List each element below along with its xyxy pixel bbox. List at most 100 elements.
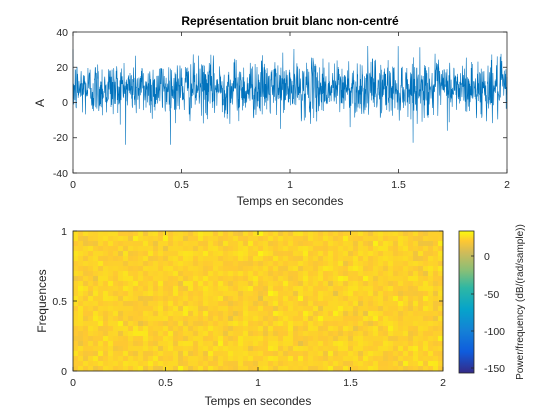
heatmap-cell <box>78 356 84 362</box>
heatmap-cell <box>408 316 414 322</box>
heatmap-cell <box>298 366 304 372</box>
heatmap-cell <box>78 296 84 302</box>
heatmap-cell <box>98 241 104 247</box>
heatmap-cell <box>223 281 229 287</box>
heatmap-cell <box>278 296 284 302</box>
heatmap-cell <box>418 301 424 307</box>
heatmap-cell <box>178 231 184 237</box>
heatmap-cell <box>153 296 159 302</box>
heatmap-cell <box>298 236 304 242</box>
colorbar-label: Power/frequency (dB/(rad/sample)) <box>515 224 526 380</box>
heatmap-cell <box>403 256 409 262</box>
heatmap-cell <box>348 251 354 257</box>
heatmap-cell <box>313 271 319 277</box>
heatmap-cell <box>83 276 89 282</box>
heatmap-cell <box>73 311 79 317</box>
heatmap-cell <box>128 351 134 357</box>
heatmap-cell <box>128 341 134 347</box>
heatmap-cell <box>398 356 404 362</box>
heatmap-cell <box>353 356 359 362</box>
heatmap-cell <box>148 346 154 352</box>
heatmap-cell <box>178 336 184 342</box>
heatmap-cell <box>323 256 329 262</box>
heatmap-cell <box>303 341 309 347</box>
heatmap-cell <box>358 351 364 357</box>
heatmap-cell <box>408 366 414 372</box>
heatmap-cell <box>323 271 329 277</box>
heatmap-cell <box>403 251 409 257</box>
heatmap-cell <box>278 256 284 262</box>
colorbar-tick-label: -100 <box>484 326 505 338</box>
heatmap-cell <box>98 301 104 307</box>
signal-x-axis-label: Temps en secondes <box>237 194 344 208</box>
heatmap-cell <box>343 251 349 257</box>
heatmap-cell <box>378 301 384 307</box>
heatmap-cell <box>313 311 319 317</box>
heatmap-cell <box>233 351 239 357</box>
heatmap-cell <box>73 241 79 247</box>
heatmap-cell <box>353 351 359 357</box>
heatmap-cell <box>278 291 284 297</box>
heatmap-cell <box>253 251 259 257</box>
signal-plot-area <box>73 32 507 173</box>
heatmap-cell <box>108 271 114 277</box>
heatmap-cell <box>353 241 359 247</box>
heatmap-cell <box>208 361 214 367</box>
heatmap-cell <box>163 256 169 262</box>
heatmap-cell <box>183 311 189 317</box>
heatmap-cell <box>173 356 179 362</box>
heatmap-cell <box>253 291 259 297</box>
heatmap-cell <box>123 316 129 322</box>
heatmap-cell <box>438 296 444 302</box>
y-tick-label: 0 <box>61 366 67 378</box>
heatmap-cell <box>213 266 219 272</box>
heatmap-cell <box>248 251 254 257</box>
heatmap-cell <box>153 311 159 317</box>
heatmap-cell <box>263 346 269 352</box>
heatmap-cell <box>383 286 389 292</box>
heatmap-cell <box>243 326 249 332</box>
heatmap-cell <box>143 361 149 367</box>
heatmap-cell <box>128 336 134 342</box>
heatmap-cell <box>158 231 164 237</box>
heatmap-cell <box>313 246 319 252</box>
heatmap-cell <box>303 261 309 267</box>
heatmap-cell <box>233 366 239 372</box>
heatmap-cell <box>428 346 434 352</box>
heatmap-cell <box>138 361 144 367</box>
heatmap-cell <box>268 231 274 237</box>
heatmap-cell <box>143 326 149 332</box>
heatmap-cell <box>108 291 114 297</box>
heatmap-cell <box>378 361 384 367</box>
heatmap-cell <box>173 351 179 357</box>
heatmap-cell <box>248 336 254 342</box>
heatmap-cell <box>403 281 409 287</box>
heatmap-cell <box>318 316 324 322</box>
heatmap-cell <box>258 346 264 352</box>
heatmap-cell <box>408 261 414 267</box>
heatmap-cell <box>378 276 384 282</box>
heatmap-cell <box>138 326 144 332</box>
x-tick-label: 1.5 <box>343 377 358 389</box>
heatmap-cell <box>388 286 394 292</box>
heatmap-cell <box>423 256 429 262</box>
heatmap-cell <box>318 236 324 242</box>
heatmap-cell <box>133 281 139 287</box>
heatmap-cell <box>323 266 329 272</box>
heatmap-cell <box>198 236 204 242</box>
heatmap-cell <box>143 291 149 297</box>
heatmap-cell <box>163 336 169 342</box>
heatmap-cell <box>198 326 204 332</box>
heatmap-cell <box>393 336 399 342</box>
heatmap-cell <box>378 256 384 262</box>
heatmap-cell <box>193 316 199 322</box>
heatmap-cell <box>298 251 304 257</box>
heatmap-cell <box>328 366 334 372</box>
heatmap-cell <box>283 361 289 367</box>
heatmap-cell <box>103 351 109 357</box>
heatmap-cell <box>128 276 134 282</box>
heatmap-cell <box>268 356 274 362</box>
heatmap-cell <box>363 311 369 317</box>
heatmap-cell <box>123 321 129 327</box>
heatmap-cell <box>138 276 144 282</box>
